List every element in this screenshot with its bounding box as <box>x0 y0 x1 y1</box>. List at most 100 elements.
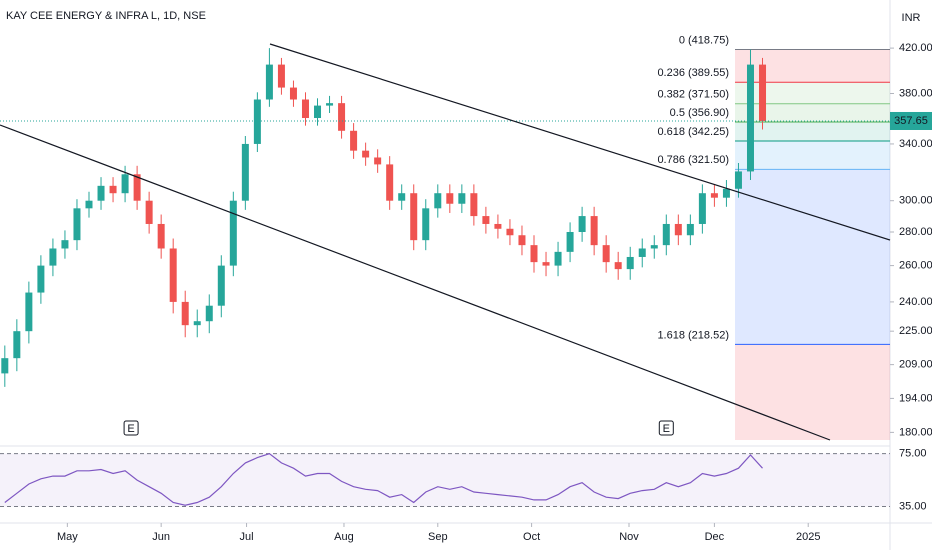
fib-zone <box>735 344 890 440</box>
candle-body <box>446 193 454 204</box>
y-tick-label: 225.00 <box>899 325 932 337</box>
last-price-box <box>890 111 932 130</box>
candle-body <box>301 99 309 119</box>
candle-body <box>422 208 430 241</box>
candle-body <box>734 171 742 189</box>
fib-label: 0 (418.75) <box>679 34 729 46</box>
candle-body <box>289 87 297 100</box>
candle-body <box>386 164 394 201</box>
event-label: E <box>127 423 134 435</box>
fib-label: 0.382 (371.50) <box>657 89 729 101</box>
candle-body <box>326 103 334 106</box>
candle-body <box>674 223 682 236</box>
rsi-tick-label: 75.00 <box>899 448 927 460</box>
candle-body <box>13 331 21 359</box>
y-tick-label: 209.00 <box>899 359 932 371</box>
candle-body <box>434 193 442 209</box>
candle-body <box>374 157 382 165</box>
event-marker <box>658 420 674 436</box>
fib-label: 0.618 (342.25) <box>657 126 729 138</box>
candle-body <box>350 130 358 151</box>
candle-body <box>554 251 562 266</box>
y-tick-label: 340.00 <box>899 138 932 150</box>
fib-label: 1.618 (218.52) <box>657 329 729 341</box>
candle-body <box>73 208 81 241</box>
y-tick-label: 420.00 <box>899 42 932 54</box>
candle-body <box>205 305 213 322</box>
candle-body <box>241 143 249 201</box>
fib-label: 0.786 (321.50) <box>657 154 729 166</box>
candle-body <box>759 64 767 121</box>
x-tick-label: 2025 <box>796 531 820 543</box>
y-tick-label: 240.00 <box>899 296 932 308</box>
candle-body <box>518 235 526 246</box>
candle-body <box>722 188 730 198</box>
trend-line <box>0 124 831 441</box>
candle-body <box>530 245 538 263</box>
candle-body <box>482 216 490 224</box>
candle-body <box>121 174 129 194</box>
y-tick-label: 260.00 <box>899 260 932 272</box>
fib-zone <box>735 49 890 83</box>
candle-body <box>578 216 586 232</box>
x-tick-label: May <box>57 531 78 543</box>
fib-label: 0.5 (356.90) <box>670 107 729 119</box>
candle-body <box>614 262 622 270</box>
fib-zone <box>735 103 890 122</box>
candle-body <box>362 150 370 158</box>
candle-body <box>169 248 177 302</box>
candle-body <box>61 240 69 249</box>
fib-zone <box>735 121 890 141</box>
candle-body <box>638 248 646 257</box>
event-marker <box>123 420 139 436</box>
last-price-label: 357.65 <box>894 115 928 127</box>
candle-body <box>470 193 478 217</box>
fib-zone <box>735 169 890 345</box>
rsi-line <box>4 453 763 506</box>
x-tick-label: Aug <box>334 531 354 543</box>
x-tick-label: Sep <box>428 531 448 543</box>
candle-body <box>181 301 189 326</box>
x-tick-label: Dec <box>705 531 725 543</box>
candle-body <box>217 265 225 306</box>
fib-zone <box>735 82 890 104</box>
candle-body <box>25 292 33 332</box>
candle-body <box>133 174 141 201</box>
candle-body <box>1 358 9 374</box>
y-tick-label: 380.00 <box>899 87 932 99</box>
rsi-tick-label: 35.00 <box>899 500 927 512</box>
candle-body <box>626 256 634 270</box>
price-pane: 0 (418.75) 0.236 (389.55) 0.382 (371.50) 0.… <box>0 34 890 440</box>
y-tick-label: 280.00 <box>899 226 932 238</box>
fib-zone <box>735 140 890 170</box>
candle-body <box>494 223 502 229</box>
candle-body <box>458 193 466 204</box>
candle-body <box>97 185 105 201</box>
candle-body <box>109 185 117 194</box>
candle-body <box>590 216 598 246</box>
candle-body <box>542 262 550 266</box>
fib-label: 0.236 (389.55) <box>657 67 729 79</box>
candle-body <box>398 193 406 201</box>
candle-body <box>265 64 273 100</box>
candle-body <box>662 223 670 246</box>
candle-body <box>193 321 201 326</box>
candle-body <box>314 105 322 119</box>
x-tick-label: Nov <box>619 531 639 543</box>
rsi-band <box>0 453 890 507</box>
candle-body <box>506 228 514 236</box>
chart-title: KAY CEE ENERGY & INFRA L, 1D, NSE <box>6 10 206 22</box>
candle-body <box>229 200 237 266</box>
candle-body <box>602 245 610 263</box>
x-tick-label: Oct <box>523 531 540 543</box>
candle-body <box>277 64 285 88</box>
candle-body <box>253 99 261 144</box>
candle-body <box>566 231 574 252</box>
candle-body <box>37 265 45 293</box>
candle-body <box>710 193 718 198</box>
trend-line <box>269 43 891 241</box>
candle-body <box>746 64 754 172</box>
y-tick-label: 300.00 <box>899 195 932 207</box>
